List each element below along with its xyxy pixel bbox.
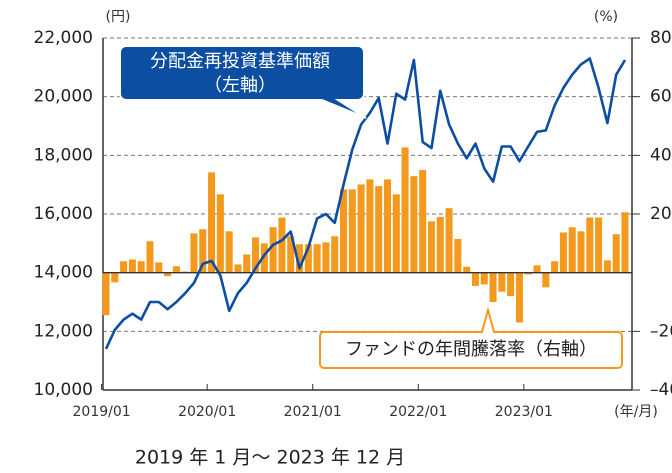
annotation: （左軸） [204,75,276,96]
y-tick-label: 16,000 [34,204,93,224]
bar [304,244,312,273]
bar [357,184,365,273]
y2-unit: (%) [594,9,618,25]
bar [234,264,242,273]
line [104,57,627,350]
bar [427,221,435,273]
y2-tick-label: 60 [650,87,672,107]
y-tick-label: 20,000 [34,87,93,107]
bar [603,260,611,273]
y-tick-label: 10,000 [34,380,93,400]
bar [172,266,180,273]
annotation: 分配金再投資基準価額 [150,51,330,72]
bar [410,176,418,273]
bar [111,272,119,283]
bar [313,244,321,273]
y2-tick-label: –40 [650,380,672,400]
bar [225,231,233,273]
x-tick-label: 2020/01 [178,404,236,420]
y-tick-label: 22,000 [34,28,93,48]
bar [120,261,128,273]
bar [339,189,348,273]
bar [445,208,453,273]
bar [401,147,409,273]
bar [199,229,207,273]
callout-box [119,45,367,119]
bar [243,254,251,273]
bar [260,243,268,273]
bar [612,234,620,273]
x-tick-label: 2019/01 [73,404,131,420]
x-tick-label: 2021/01 [284,404,342,420]
x-unit: (年/月) [614,404,658,420]
y2-tick-label: –20 [650,321,672,341]
bar [392,194,400,273]
bar [533,265,541,273]
bar [480,272,488,285]
bar [190,233,198,273]
bar [471,272,479,286]
y-tick-label: 12,000 [34,321,93,341]
bar [366,179,374,273]
bar [322,242,330,273]
bar [436,216,444,273]
y2-tick-label: 80 [650,28,672,48]
bar [524,272,532,275]
bar [559,232,567,273]
subtitle: 2019 年 1 月〜 2023 年 12 月 [135,447,405,469]
y-unit: (円) [106,9,131,25]
bar [542,272,550,288]
x-tick-label: 2023/01 [495,404,553,420]
annotation: ファンドの年間騰落率（右軸） [345,339,597,360]
bar [595,217,603,273]
bar [128,259,136,273]
bar [296,244,304,273]
bar [137,261,145,273]
callout-box [319,306,623,369]
bar [146,241,154,273]
bar [287,236,295,273]
bar [216,194,224,273]
y2-tick-label: 40 [650,145,672,165]
bar [507,272,515,297]
bar [489,272,497,302]
bar [515,272,523,323]
bar [375,186,383,273]
bar [577,231,585,273]
bar [208,172,216,273]
bar [586,217,594,273]
bar [383,179,392,273]
x-tick-label: 2022/01 [389,404,447,420]
bar [269,227,277,273]
bar [419,170,427,273]
y2-tick-label: 20 [650,204,672,224]
bar [498,272,506,292]
bar [463,266,471,273]
bar [252,237,260,273]
bar [348,189,356,273]
bar [155,262,163,273]
bar [621,212,629,273]
bar [568,227,576,273]
bar [102,272,110,316]
y-tick-label: 14,000 [34,263,93,283]
bar [551,261,559,273]
bar [164,272,172,277]
bar [454,238,462,273]
y-tick-label: 18,000 [34,145,93,165]
bar [278,217,286,273]
bar [331,236,339,273]
